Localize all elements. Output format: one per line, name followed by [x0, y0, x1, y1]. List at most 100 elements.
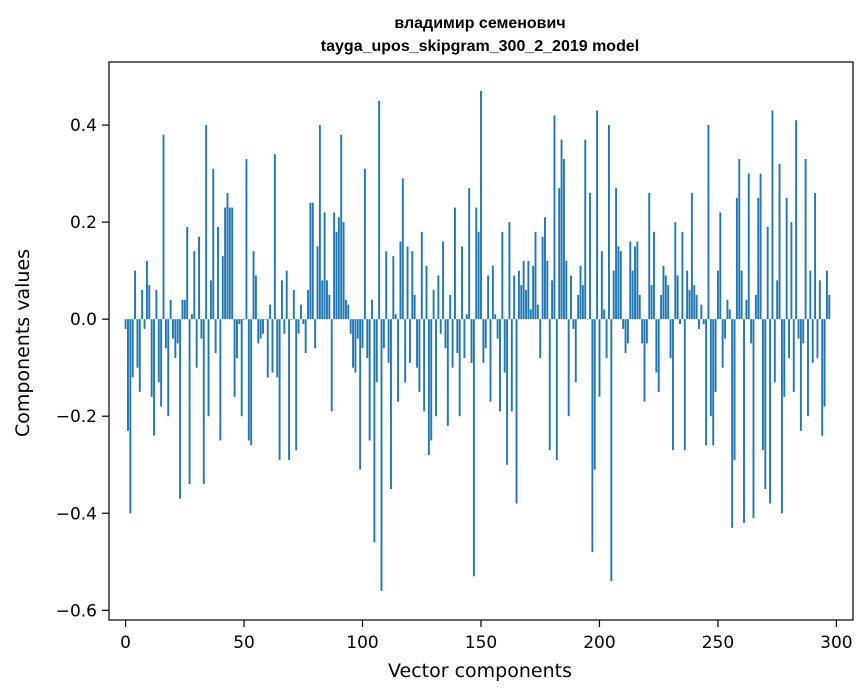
- bar-129: [430, 319, 433, 441]
- bar-114: [394, 314, 397, 320]
- bar-156: [494, 314, 497, 320]
- bar-203: [605, 319, 608, 358]
- bar-194: [584, 139, 587, 320]
- bar-200: [598, 319, 601, 397]
- bar-276: [778, 163, 781, 320]
- bar-51: [245, 159, 248, 320]
- bar-286: [802, 319, 805, 344]
- bar-9: [145, 260, 148, 320]
- bar-241: [695, 294, 698, 320]
- bar-82: [318, 125, 321, 320]
- bar-24: [181, 299, 184, 320]
- bar-295: [823, 319, 826, 407]
- bar-3: [131, 319, 134, 378]
- bar-67: [283, 319, 286, 334]
- bar-278: [783, 319, 786, 397]
- bar-215: [634, 246, 636, 320]
- bar-38: [214, 319, 217, 354]
- bar-185: [562, 159, 565, 320]
- bar-94: [347, 304, 350, 320]
- bar-79: [311, 202, 314, 320]
- x-tick-label: 0: [120, 633, 131, 653]
- bar-112: [390, 319, 392, 489]
- bar-223: [653, 231, 655, 320]
- x-tick-label: 250: [702, 633, 734, 653]
- bar-268: [759, 173, 762, 320]
- bar-17: [164, 319, 167, 349]
- bar-208: [617, 246, 620, 320]
- bar-65: [278, 319, 281, 460]
- y-tick-label: −0.4: [56, 504, 97, 524]
- bar-191: [577, 294, 580, 320]
- bar-2: [129, 319, 132, 514]
- bar-189: [572, 319, 575, 329]
- bar-89: [335, 231, 338, 320]
- bar-32: [200, 319, 203, 339]
- bar-199: [596, 110, 599, 320]
- bar-136: [446, 319, 449, 426]
- bar-99: [359, 319, 362, 470]
- bar-209: [619, 251, 622, 320]
- bars-group: [124, 91, 831, 591]
- bar-211: [624, 319, 627, 354]
- bar-48: [238, 319, 241, 325]
- bar-173: [534, 231, 537, 320]
- bar-247: [709, 319, 712, 417]
- bar-63: [273, 154, 276, 320]
- bar-15: [160, 319, 163, 407]
- bar-267: [757, 197, 760, 320]
- bar-227: [662, 265, 665, 320]
- bar-40: [219, 319, 222, 441]
- bar-274: [773, 319, 776, 383]
- bar-150: [480, 91, 482, 320]
- bar-125: [420, 231, 423, 320]
- bar-87: [330, 319, 333, 412]
- bar-287: [804, 159, 807, 320]
- bar-212: [626, 319, 629, 344]
- bar-104: [371, 299, 373, 320]
- bar-109: [382, 319, 385, 349]
- bar-123: [416, 319, 418, 368]
- bar-134: [442, 241, 445, 320]
- bar-7: [141, 290, 144, 320]
- bar-221: [648, 193, 651, 320]
- bar-293: [818, 280, 821, 320]
- bar-124: [418, 319, 421, 392]
- bar-254: [726, 299, 729, 320]
- y-tick-label: 0.2: [70, 213, 97, 233]
- x-tick-label: 300: [820, 633, 852, 653]
- bar-53: [250, 319, 253, 446]
- y-tick-label: 0.4: [70, 116, 97, 136]
- bar-271: [766, 226, 769, 320]
- bar-232: [674, 222, 677, 320]
- bar-250: [716, 270, 719, 320]
- bar-290: [811, 319, 814, 363]
- bar-154: [489, 319, 492, 402]
- bar-41: [221, 256, 224, 320]
- bar-137: [449, 294, 452, 320]
- bar-285: [799, 319, 802, 431]
- bar-108: [380, 319, 383, 591]
- bar-281: [790, 222, 793, 320]
- bar-195: [586, 319, 589, 320]
- bar-153: [487, 275, 490, 320]
- bar-133: [439, 319, 442, 334]
- bar-121: [411, 251, 414, 320]
- bar-269: [762, 319, 764, 451]
- bar-246: [707, 125, 710, 320]
- bar-196: [589, 193, 591, 320]
- bar-23: [179, 319, 182, 499]
- bar-181: [553, 115, 556, 320]
- chart-subtitle: tayga_upos_skipgram_300_2_2019 model: [321, 38, 639, 55]
- bar-97: [354, 319, 357, 373]
- bar-217: [638, 294, 641, 320]
- bar-132: [437, 275, 440, 320]
- bar-56: [257, 319, 260, 344]
- bar-85: [326, 280, 328, 320]
- bar-277: [780, 319, 783, 514]
- bar-270: [764, 319, 767, 489]
- bar-58: [262, 319, 264, 334]
- bar-68: [285, 270, 288, 320]
- bar-105: [373, 319, 376, 543]
- plot-area-frame: [108, 61, 854, 621]
